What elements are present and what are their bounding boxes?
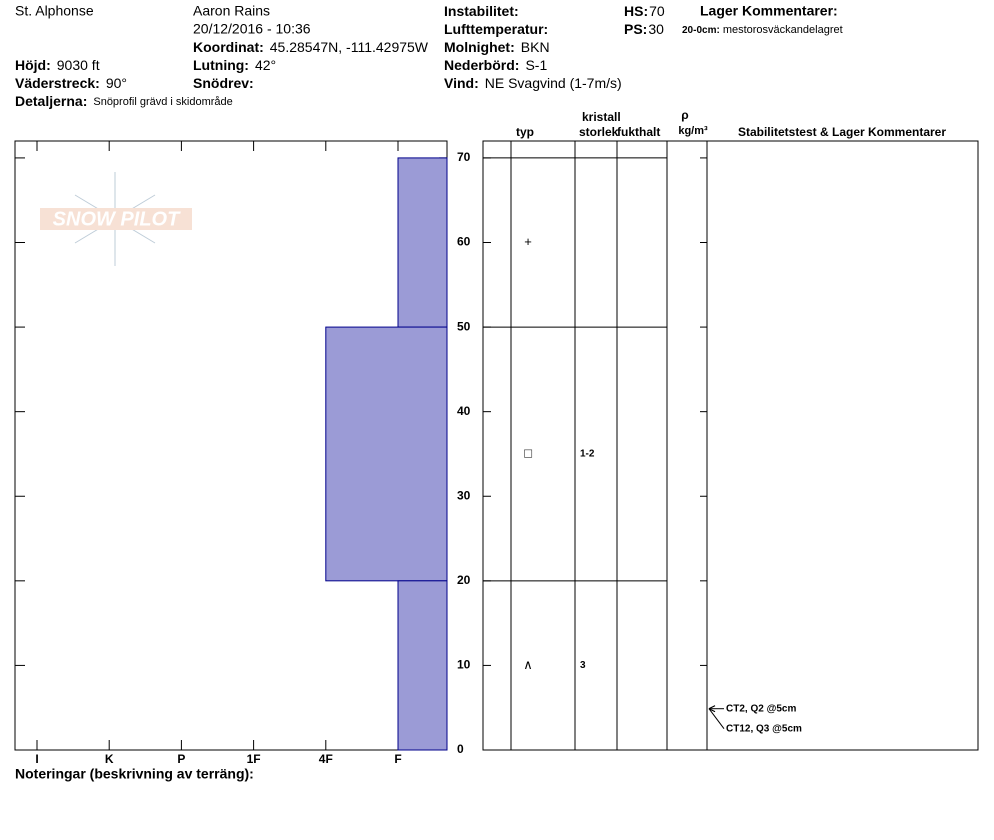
x-tick-label: I [35,752,38,766]
arrow-head [708,705,716,713]
column-header: kristall [582,110,621,124]
field-label: PS: [624,21,647,37]
y-tick-label: 50 [457,319,471,333]
field-label: Snödrev: [193,75,254,91]
field-label: Molnighet: [444,39,515,55]
x-tick-label: K [105,752,114,766]
layer-comment-range: 20-0cm: [682,25,720,36]
logo: SNOW PILOT [40,172,192,266]
y-tick-label: 20 [457,573,471,587]
field-label: HS: [624,3,648,19]
header-field: HS:70 [624,3,665,19]
field-value: 42° [255,57,276,73]
grain-type: + [524,234,532,249]
header-field: Lutning: 42° [193,57,276,73]
header-field: Lufttemperatur: [444,21,548,37]
column-header: storlek [579,125,619,139]
field-label: Lufttemperatur: [444,21,548,37]
header-field: Molnighet: BKN [444,39,550,55]
field-value: S-1 [525,57,547,73]
x-tick-label: F [394,752,401,766]
field-value: 90° [106,75,127,91]
hardness-bar [325,326,448,582]
column-header: fukthalt [617,125,660,139]
comments-title: Lager Kommentarer: [700,3,838,19]
header-field: Koordinat: 45.28547N, -111.42975W [193,39,429,55]
notes-label: Noteringar (beskrivning av terräng): [15,766,254,782]
grain-size: 1-2 [580,449,595,460]
hardness-bar [397,580,448,751]
x-tick-label: P [177,752,185,766]
header-field: Detaljerna: Snöprofil grävd i skidområde [15,93,233,109]
y-tick-label: 40 [457,404,471,418]
field-label: Koordinat: [193,39,264,55]
field-value: Snöprofil grävd i skidområde [93,96,232,108]
test-label: CT12, Q3 @5cm [726,723,802,734]
test-label: CT2, Q2 @5cm [726,703,796,714]
field-value: 45.28547N, -111.42975W [270,39,429,55]
hardness-bar [397,157,448,328]
column-header: Stabilitetstest & Lager Kommentarer [738,125,946,139]
test-arrow [708,708,725,730]
layer-comment: 20-0cm: mestorosväckandelagret [682,24,843,36]
field-label: Höjd: [15,57,51,73]
observer: Aaron Rains [193,3,270,19]
header-field: PS:30 [624,21,664,37]
grain-type: □ [524,445,532,460]
header-field: Höjd: 9030 ft [15,57,100,73]
logo-text: SNOW PILOT [53,208,181,230]
table-frame [482,140,979,751]
column-header: ρ [681,108,688,122]
grain-size: 3 [580,660,586,671]
field-value: NE Svagvind (1-7m/s) [485,75,622,91]
layer-comment-text: mestorosväckandelagret [723,24,843,36]
field-label: Lutning: [193,57,249,73]
field-value: 9030 ft [57,57,100,73]
column-header: typ [516,125,534,139]
y-tick-label: 60 [457,235,471,249]
header-field: Snödrev: [193,75,254,91]
y-tick-label: 0 [457,742,464,756]
location: St. Alphonse [15,3,94,19]
field-label: Väderstreck: [15,75,100,91]
field-label: Nederbörd: [444,57,519,73]
x-tick-label: 4F [319,752,333,766]
field-label: Vind: [444,75,479,91]
header-field: Väderstreck: 90° [15,75,127,91]
x-tick-label: 1F [247,752,261,766]
y-tick-label: 10 [457,658,471,672]
field-label: Instabilitet: [444,3,519,19]
header-field: Vind: NE Svagvind (1-7m/s) [444,75,622,91]
field-value: 70 [649,3,665,19]
column-header: kg/m³ [678,125,708,137]
field-label: Detaljerna: [15,93,87,109]
y-tick-label: 30 [457,488,471,502]
grain-type: ∧ [523,657,533,672]
header-field: Nederbörd: S-1 [444,57,547,73]
datetime: 20/12/2016 - 10:36 [193,21,311,37]
field-value: 30 [648,21,664,37]
header-field: Instabilitet: [444,3,519,19]
y-tick-label: 70 [457,150,471,164]
field-value: BKN [521,39,550,55]
